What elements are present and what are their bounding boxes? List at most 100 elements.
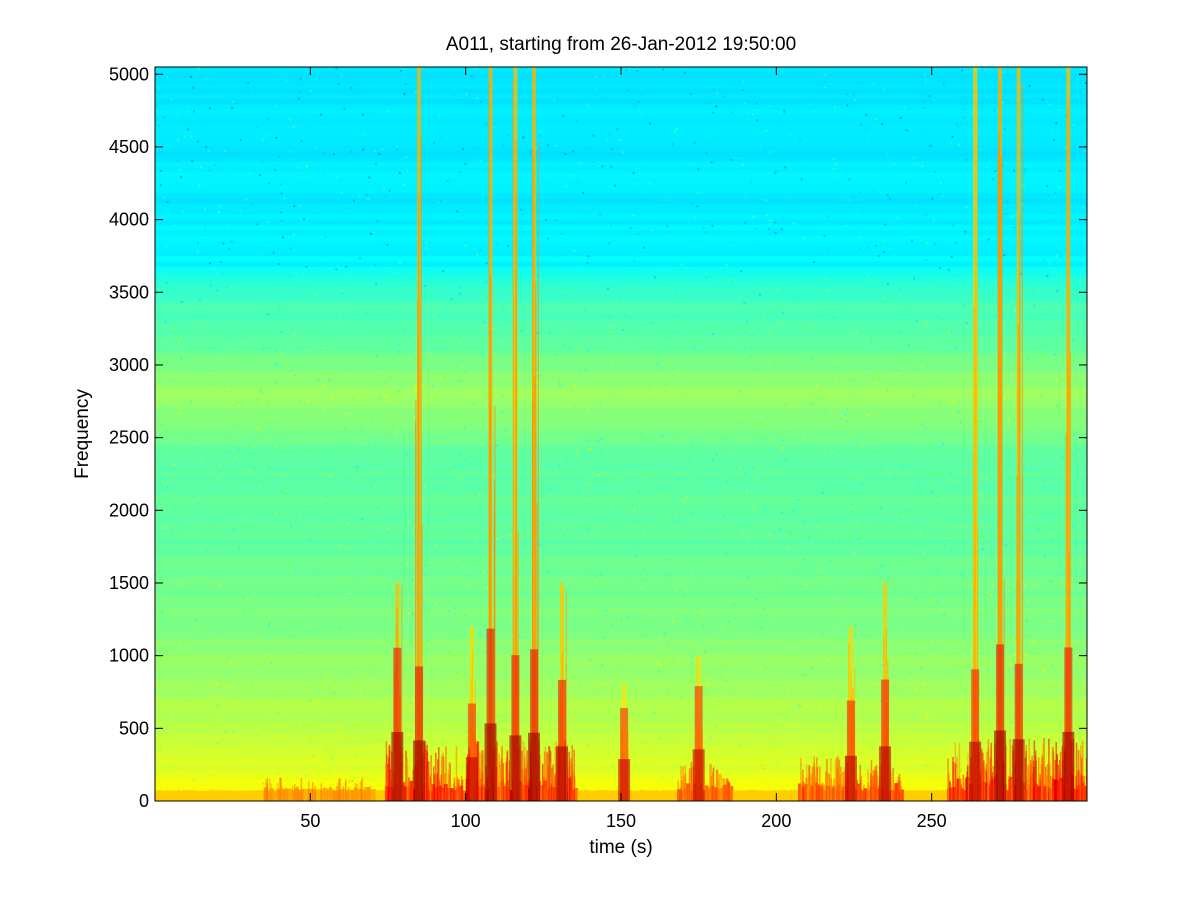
spectrogram-speckle	[851, 547, 854, 550]
spectrogram-speckle	[209, 262, 212, 265]
spectrogram-speckle	[463, 660, 466, 663]
spectrogram-speckle	[831, 451, 834, 454]
spectrogram-speckle	[807, 360, 810, 363]
spectrogram-speckle	[929, 599, 932, 602]
spectrogram-speckle	[823, 73, 826, 76]
spectrogram-speckle	[667, 574, 670, 577]
spectrogram-speckle	[858, 235, 861, 238]
spectrogram-speckle	[769, 219, 772, 222]
spectrogram-speckle	[832, 112, 835, 115]
spectrogram-speckle	[579, 161, 582, 164]
spectrogram-speckle	[985, 414, 988, 417]
spectrogram-speckle	[217, 702, 220, 705]
spectrogram-speckle	[811, 358, 814, 361]
spectrogram-speckle	[299, 513, 302, 516]
spectrogram-speckle	[156, 117, 159, 120]
spectrogram-speckle	[695, 215, 698, 218]
spectrogram-speckle	[590, 494, 593, 497]
spectrogram-speckle	[1029, 514, 1032, 517]
spectrogram-speckle	[859, 248, 862, 251]
spectrogram-speckle	[201, 459, 204, 462]
spectrogram-speckle	[941, 497, 944, 500]
low-frequency-streak	[456, 779, 459, 801]
spectrogram-speckle	[289, 247, 292, 250]
spectrogram-speckle	[954, 642, 957, 645]
spectrogram-speckle	[411, 697, 414, 700]
spectrogram-speckle	[803, 438, 806, 441]
low-frequency-energy	[245, 790, 249, 801]
spectrogram-speckle	[1024, 654, 1027, 657]
low-frequency-streak	[277, 788, 280, 801]
spectrogram-speckle	[454, 87, 457, 90]
spectrogram-speckle	[790, 296, 793, 299]
spectrogram-band	[155, 586, 1087, 592]
spectrogram-speckle	[463, 426, 466, 429]
spectrogram-speckle	[158, 573, 161, 576]
spectrogram-speckle	[943, 534, 946, 537]
spectrogram-speckle	[952, 616, 955, 619]
spectrogram-speckle	[357, 472, 360, 475]
spectrogram-speckle	[921, 130, 924, 133]
spectrogram-speckle	[690, 654, 693, 657]
spectrogram-speckle	[855, 211, 858, 214]
spectrogram-speckle	[769, 711, 772, 714]
spectrogram-speckle	[650, 744, 653, 747]
low-frequency-streak	[992, 765, 995, 801]
spectrogram-speckle	[967, 114, 970, 117]
spectrogram-speckle	[655, 363, 658, 366]
spectrogram-speckle	[205, 122, 208, 125]
spectrogram-speckle	[328, 720, 331, 723]
spectrogram-speckle	[372, 678, 375, 681]
spectrogram-speckle	[690, 662, 693, 665]
spectrogram-speckle	[686, 267, 689, 270]
spectrogram-speckle	[591, 732, 594, 735]
spectrogram-speckle	[640, 435, 643, 438]
spectrogram-speckle	[450, 713, 453, 716]
spectrogram-speckle	[557, 552, 560, 555]
spectrogram-speckle	[506, 700, 509, 703]
spectrogram-speckle	[166, 565, 169, 568]
spectrogram-speckle	[895, 698, 898, 701]
spectrogram-speckle	[372, 231, 375, 234]
spectrogram-speckle	[189, 438, 192, 441]
spectrogram-speckle	[950, 255, 953, 258]
spectrogram-speckle	[275, 697, 278, 700]
spectrogram-speckle	[240, 401, 243, 404]
low-frequency-streak	[573, 749, 575, 801]
spectrogram-speckle	[763, 508, 766, 511]
spectrogram-speckle	[538, 543, 541, 546]
low-frequency-streak	[1041, 767, 1044, 801]
spectrogram-speckle	[723, 773, 726, 776]
low-frequency-streak	[1024, 790, 1026, 801]
spectrogram-speckle	[1013, 169, 1016, 172]
spectrogram-speckle	[833, 439, 836, 442]
spectrogram-speckle	[298, 177, 301, 180]
spectrogram-speckle	[1045, 341, 1048, 344]
spectrogram-speckle	[423, 601, 426, 604]
spectrogram-speckle	[764, 199, 767, 202]
spectrogram-speckle	[209, 284, 212, 287]
spectrogram-speckle	[297, 166, 300, 169]
spectrogram-speckle	[341, 475, 344, 478]
spectrogram-speckle	[1019, 590, 1022, 593]
spectrogram-speckle	[170, 713, 173, 716]
spectrogram-speckle	[720, 436, 723, 439]
spectrogram-speckle	[983, 299, 986, 302]
spectrogram-speckle	[508, 321, 511, 324]
spectrogram-band	[155, 392, 1087, 398]
spectrogram-speckle	[1058, 180, 1061, 183]
spectrogram-speckle	[1069, 188, 1072, 191]
low-frequency-streak	[962, 774, 965, 801]
spectrogram-speckle	[464, 244, 467, 247]
spectrogram-speckle	[705, 272, 708, 275]
spectrogram-band	[155, 439, 1087, 446]
spectrogram-speckle	[844, 376, 847, 379]
low-frequency-energy	[273, 790, 277, 801]
spectrogram-speckle	[372, 112, 375, 115]
spectrogram-speckle	[627, 89, 630, 92]
spectrogram-speckle	[194, 628, 197, 631]
spectrogram-speckle	[522, 479, 525, 482]
spectrogram-speckle	[773, 172, 776, 175]
spectrogram-speckle	[1061, 573, 1064, 576]
spectrogram-speckle	[288, 150, 291, 153]
